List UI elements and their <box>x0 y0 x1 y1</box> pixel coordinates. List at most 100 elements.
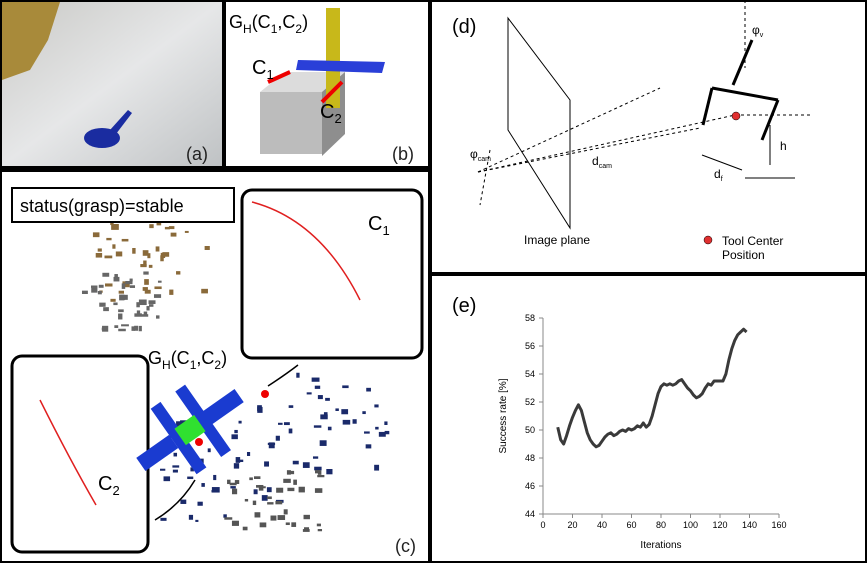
cloud-point <box>260 522 267 527</box>
cloud-point <box>236 460 243 462</box>
cloud-point <box>284 509 288 514</box>
cloud-point <box>269 442 275 448</box>
cloud-point <box>278 423 283 425</box>
cloud-point <box>102 328 107 331</box>
cloud-point <box>257 405 262 411</box>
y-axis-label: Success rate [%] <box>498 378 509 453</box>
cloud-point <box>284 422 290 425</box>
cloud-point <box>232 521 239 526</box>
cloud-point <box>276 488 283 493</box>
panel-label: (b) <box>392 144 414 164</box>
cloud-point <box>296 373 299 378</box>
cloud-point <box>315 386 320 389</box>
cloud-point <box>144 279 149 285</box>
cloud-point <box>169 290 173 295</box>
cloud-point <box>139 326 142 331</box>
panel-label: (e) <box>452 295 476 317</box>
cloud-point <box>106 238 111 240</box>
panel-e <box>432 276 865 561</box>
cloud-point <box>160 255 163 261</box>
cloud-point <box>317 524 321 527</box>
cloud-point <box>249 477 253 480</box>
legend-marker <box>704 236 712 244</box>
cloud-point <box>132 248 135 254</box>
cloud-point <box>139 300 147 306</box>
contact-point <box>195 438 203 446</box>
cloud-point <box>287 488 294 491</box>
cloud-point <box>122 283 126 288</box>
cloud-point <box>113 303 117 306</box>
cloud-point <box>143 250 149 256</box>
tool-center <box>732 112 740 120</box>
cloud-point <box>174 453 178 457</box>
cloud-point <box>118 329 126 331</box>
cloud-point <box>318 395 323 399</box>
x-tick-label: 60 <box>626 520 636 530</box>
cloud-point <box>366 388 371 392</box>
cloud-point <box>267 502 273 504</box>
cloud-point <box>317 475 324 477</box>
cloud-point <box>121 324 129 326</box>
cloud-point <box>314 425 322 427</box>
panel-d <box>432 2 865 272</box>
panel-label: (a) <box>186 144 208 164</box>
cloud-point <box>304 527 309 531</box>
x-tick-label: 0 <box>540 520 545 530</box>
panel-label: (c) <box>395 536 416 556</box>
cloud-point <box>247 452 250 456</box>
cloud-point <box>140 264 146 267</box>
cloud-point <box>93 232 100 237</box>
cloud-point <box>275 501 282 504</box>
cloud-point <box>99 285 104 288</box>
zoom-c2 <box>12 356 148 552</box>
cloud-point <box>149 265 153 268</box>
cloud-point <box>374 465 379 471</box>
cloud-point <box>293 480 297 485</box>
cloud-point <box>318 470 321 475</box>
cloud-point <box>267 496 272 499</box>
cloud-point <box>119 291 124 294</box>
cloud-point <box>114 325 118 328</box>
cloud-point <box>234 430 237 433</box>
cloud-point <box>125 281 132 284</box>
x-tick-label: 40 <box>597 520 607 530</box>
cloud-point <box>173 470 178 473</box>
cloud-point <box>254 476 260 479</box>
cloud-point <box>102 273 109 277</box>
cloud-point <box>134 313 142 316</box>
cloud-point <box>122 239 129 242</box>
cloud-point <box>213 475 216 480</box>
cloud-point <box>315 488 322 493</box>
cloud-point <box>335 408 338 411</box>
cloud-point <box>230 486 235 488</box>
image-plane-label: Image plane <box>524 233 590 247</box>
cloud-point <box>224 517 232 519</box>
cloud-point <box>307 392 312 394</box>
cloud-point <box>98 291 102 294</box>
cloud-point <box>313 456 318 458</box>
cloud-point <box>197 502 202 506</box>
status-text: status(grasp)=stable <box>20 196 184 216</box>
cloud-point <box>156 246 160 251</box>
cloud-point <box>343 420 351 425</box>
cloud-point <box>267 487 272 492</box>
cloud-point <box>385 431 390 434</box>
cloud-point <box>262 495 268 501</box>
cloud-point <box>318 529 322 531</box>
cloud-point <box>278 515 286 520</box>
y-tick-label: 56 <box>525 341 535 351</box>
cloud-point <box>118 314 122 320</box>
cloud-point <box>103 307 109 311</box>
cloud-point <box>142 314 148 317</box>
cloud-point <box>118 309 124 312</box>
cloud-point <box>239 421 242 424</box>
cloud-point <box>325 398 330 401</box>
cloud-point <box>154 286 161 289</box>
cloud-point <box>146 306 149 310</box>
cloud-point <box>158 281 162 283</box>
y-tick-label: 52 <box>525 397 535 407</box>
cloud-point <box>291 522 296 527</box>
cloud-point <box>320 440 327 446</box>
cloud-point <box>189 515 193 520</box>
cloud-point <box>112 244 115 248</box>
